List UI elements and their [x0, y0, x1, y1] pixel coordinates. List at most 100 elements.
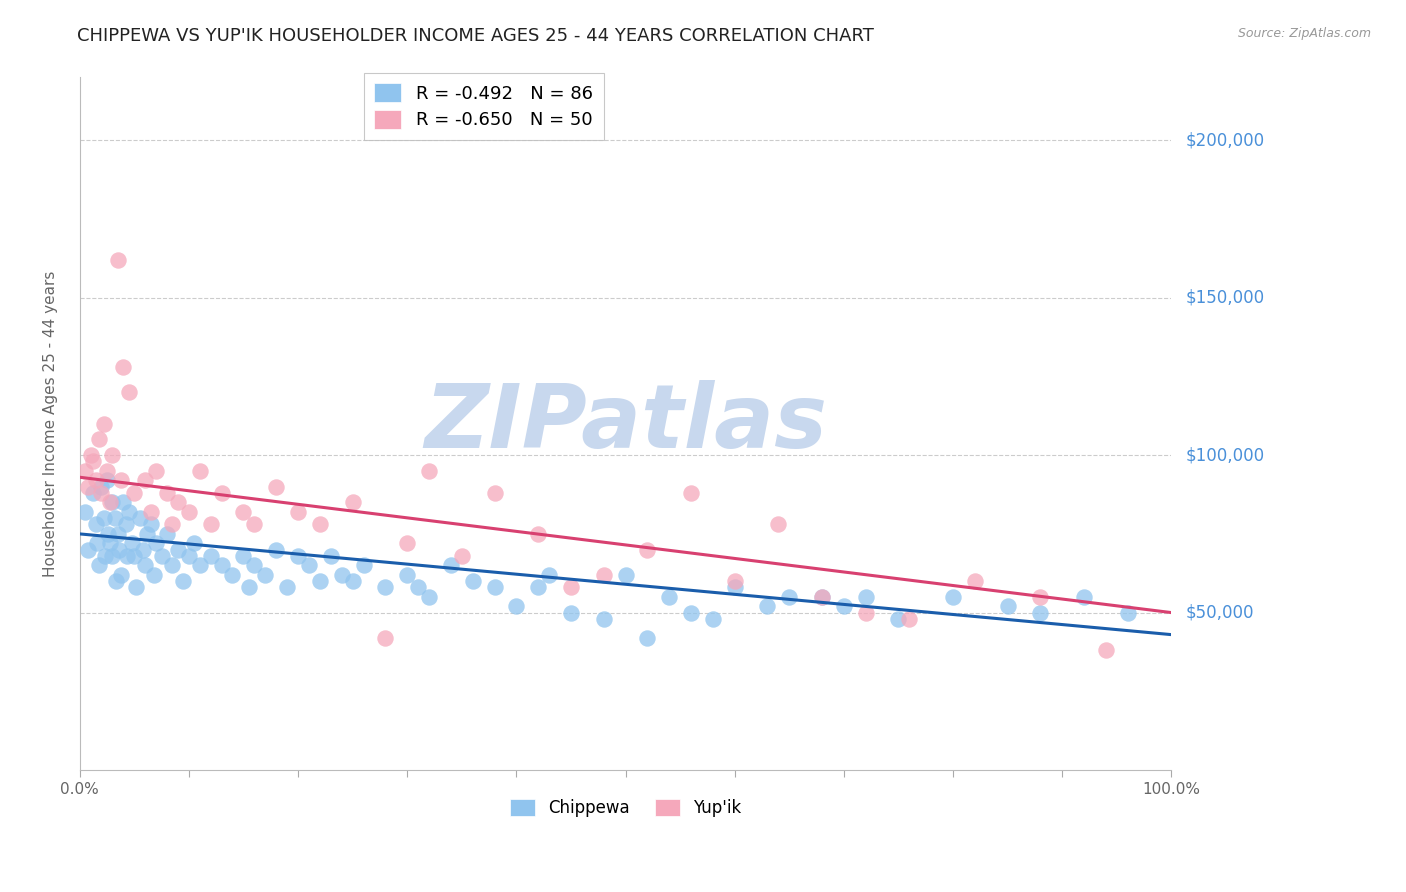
Point — [406, 581, 429, 595]
Point — [396, 536, 419, 550]
Point — [461, 574, 484, 588]
Point — [79, 448, 101, 462]
Point — [308, 517, 330, 532]
Point — [150, 549, 173, 563]
Point — [167, 542, 190, 557]
Point — [374, 581, 396, 595]
Text: $200,000: $200,000 — [1185, 131, 1264, 149]
Point — [855, 590, 877, 604]
Point — [560, 581, 582, 595]
Point — [93, 511, 115, 525]
Point — [134, 558, 156, 573]
Point — [145, 536, 167, 550]
Point — [84, 517, 107, 532]
Point — [898, 612, 921, 626]
Point — [94, 549, 117, 563]
Point — [156, 486, 179, 500]
Point — [75, 464, 97, 478]
Point — [142, 567, 165, 582]
Point — [374, 631, 396, 645]
Point — [658, 590, 681, 604]
Point — [200, 517, 222, 532]
Point — [1095, 643, 1118, 657]
Point — [232, 505, 254, 519]
Point — [82, 486, 104, 500]
Text: CHIPPEWA VS YUP'IK HOUSEHOLDER INCOME AGES 25 - 44 YEARS CORRELATION CHART: CHIPPEWA VS YUP'IK HOUSEHOLDER INCOME AG… — [77, 27, 875, 45]
Point — [287, 505, 309, 519]
Point — [592, 612, 614, 626]
Point — [101, 549, 124, 563]
Point — [84, 474, 107, 488]
Point — [75, 505, 97, 519]
Point — [724, 581, 747, 595]
Point — [636, 631, 658, 645]
Point — [319, 549, 342, 563]
Point — [221, 567, 243, 582]
Point — [162, 558, 184, 573]
Point — [82, 454, 104, 468]
Point — [89, 558, 111, 573]
Point — [132, 542, 155, 557]
Point — [121, 536, 143, 550]
Point — [77, 542, 100, 557]
Point — [243, 517, 266, 532]
Point — [125, 581, 148, 595]
Point — [77, 480, 100, 494]
Point — [112, 495, 135, 509]
Point — [90, 486, 112, 500]
Point — [200, 549, 222, 563]
Point — [128, 511, 150, 525]
Point — [101, 448, 124, 462]
Point — [188, 464, 211, 478]
Point — [1073, 590, 1095, 604]
Text: $150,000: $150,000 — [1185, 289, 1264, 307]
Point — [114, 517, 136, 532]
Point — [167, 495, 190, 509]
Point — [156, 527, 179, 541]
Point — [527, 581, 550, 595]
Point — [811, 590, 834, 604]
Text: ZIPatlas: ZIPatlas — [425, 380, 827, 467]
Point — [115, 549, 138, 563]
Point — [104, 574, 127, 588]
Point — [177, 549, 200, 563]
Point — [768, 517, 790, 532]
Point — [756, 599, 779, 614]
Point — [811, 590, 834, 604]
Point — [188, 558, 211, 573]
Point — [134, 474, 156, 488]
Point — [93, 417, 115, 431]
Point — [681, 486, 703, 500]
Point — [136, 527, 159, 541]
Point — [96, 474, 118, 488]
Point — [298, 558, 321, 573]
Point — [122, 549, 145, 563]
Point — [264, 542, 287, 557]
Text: Source: ZipAtlas.com: Source: ZipAtlas.com — [1237, 27, 1371, 40]
Point — [342, 495, 364, 509]
Point — [724, 574, 747, 588]
Point — [211, 558, 233, 573]
Point — [110, 567, 132, 582]
Point — [238, 581, 260, 595]
Point — [538, 567, 561, 582]
Point — [342, 574, 364, 588]
Point — [702, 612, 724, 626]
Point — [505, 599, 527, 614]
Point — [254, 567, 277, 582]
Point — [330, 567, 353, 582]
Point — [963, 574, 986, 588]
Point — [101, 495, 124, 509]
Point — [211, 486, 233, 500]
Point — [162, 517, 184, 532]
Point — [98, 536, 121, 550]
Point — [89, 433, 111, 447]
Point — [183, 536, 205, 550]
Point — [778, 590, 800, 604]
Point — [107, 527, 129, 541]
Point — [90, 480, 112, 494]
Point — [887, 612, 910, 626]
Point — [287, 549, 309, 563]
Point — [1029, 606, 1052, 620]
Point — [396, 567, 419, 582]
